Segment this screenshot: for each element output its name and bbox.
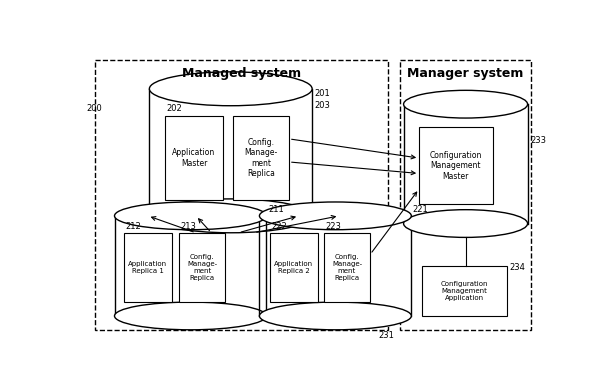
Text: 211: 211: [268, 205, 284, 214]
Bar: [165, 116, 223, 200]
Bar: [149, 89, 312, 216]
Text: 234: 234: [509, 263, 525, 272]
Bar: [115, 216, 267, 316]
Text: 200: 200: [87, 104, 102, 113]
Ellipse shape: [149, 72, 312, 106]
Text: Application
Master: Application Master: [172, 148, 216, 168]
Bar: [179, 233, 225, 302]
Text: Config.
Manage-
ment
Replica: Config. Manage- ment Replica: [187, 254, 217, 281]
Bar: [95, 60, 388, 330]
Text: 221: 221: [413, 205, 428, 214]
Text: 201: 201: [315, 89, 330, 98]
Bar: [124, 233, 172, 302]
Bar: [233, 116, 289, 200]
Bar: [404, 104, 528, 224]
Text: 203: 203: [315, 101, 330, 110]
Text: Configuration
Management
Master: Configuration Management Master: [430, 151, 482, 181]
Text: 213: 213: [181, 222, 196, 231]
Text: Manager system: Manager system: [407, 67, 524, 80]
Text: Application
Replica 2: Application Replica 2: [274, 261, 313, 274]
Bar: [419, 127, 493, 204]
Bar: [422, 266, 507, 316]
Ellipse shape: [259, 202, 411, 230]
Text: 202: 202: [167, 104, 182, 113]
Text: Configuration
Management
Application: Configuration Management Application: [441, 281, 488, 301]
Ellipse shape: [259, 302, 411, 330]
Ellipse shape: [404, 90, 528, 118]
Text: Config.
Manage-
ment
Replica: Config. Manage- ment Replica: [332, 254, 362, 281]
Text: 231: 231: [378, 330, 394, 340]
Text: Managed system: Managed system: [182, 67, 301, 80]
Bar: [259, 216, 411, 316]
Ellipse shape: [149, 199, 312, 233]
Text: Config.
Manage-
ment
Replica: Config. Manage- ment Replica: [244, 138, 278, 178]
Text: Application
Replica 1: Application Replica 1: [128, 261, 167, 274]
Text: 212: 212: [125, 222, 141, 231]
Text: 223: 223: [325, 222, 341, 231]
Bar: [270, 233, 318, 302]
Text: 222: 222: [271, 222, 287, 231]
Ellipse shape: [404, 210, 528, 237]
Ellipse shape: [115, 302, 267, 330]
Bar: [400, 60, 531, 330]
Text: 233: 233: [530, 136, 546, 145]
Bar: [324, 233, 370, 302]
Ellipse shape: [115, 202, 267, 230]
